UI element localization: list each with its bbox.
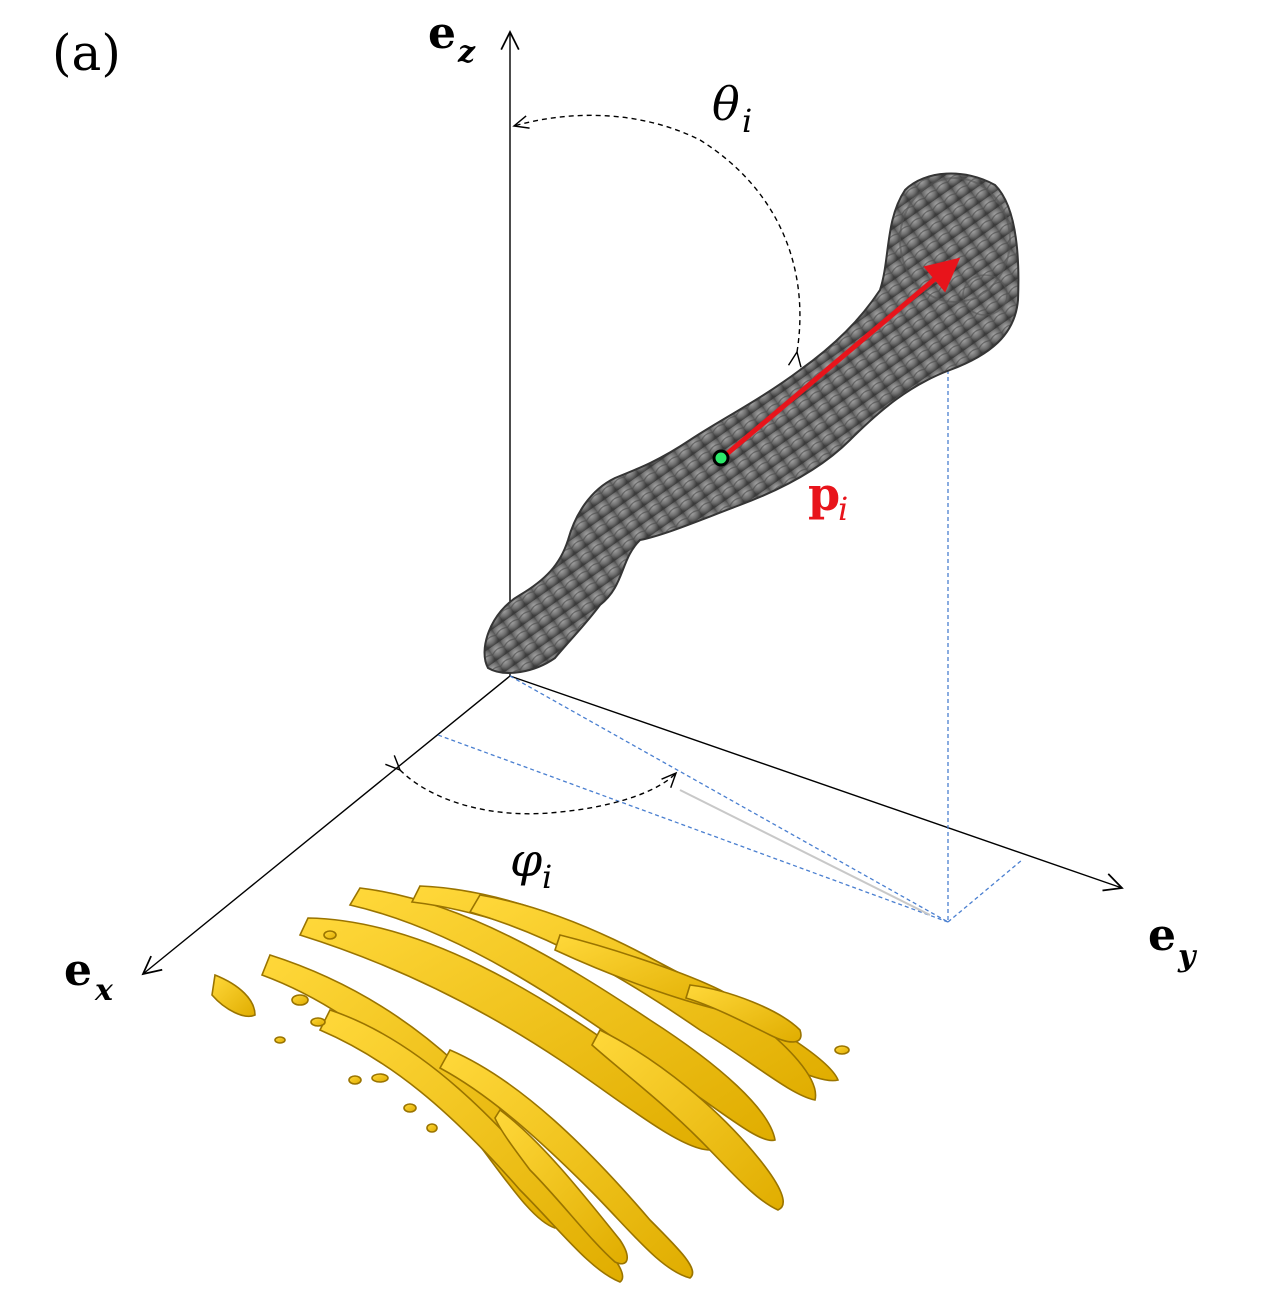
particle-shape bbox=[483, 172, 1020, 674]
streaks-cluster bbox=[211, 885, 850, 1283]
streak-fragment bbox=[371, 1073, 389, 1083]
orientation-vector bbox=[720, 257, 961, 460]
axes bbox=[141, 30, 1124, 976]
phi-label: φ i bbox=[510, 833, 552, 896]
streak bbox=[684, 984, 802, 1043]
phi-arc bbox=[385, 755, 678, 815]
streak bbox=[348, 887, 776, 1142]
streak-fragment bbox=[274, 1036, 286, 1044]
panel-label: (a) bbox=[52, 24, 121, 82]
particle-end-cap-inner bbox=[962, 274, 1008, 316]
streak bbox=[438, 1048, 694, 1279]
streak-fragment bbox=[323, 930, 337, 940]
theta-label-sub: i bbox=[742, 102, 752, 140]
streak bbox=[318, 1009, 624, 1283]
x-axis-label-sub: x bbox=[94, 973, 114, 1008]
phi-label-sub: i bbox=[542, 858, 552, 896]
y-axis-label: e y bbox=[1148, 910, 1198, 974]
center-point bbox=[712, 449, 730, 467]
z-axis-label-base: e bbox=[428, 8, 456, 59]
streak-fragment bbox=[291, 994, 309, 1006]
x-axis-label-base: e bbox=[64, 945, 92, 996]
theta-label-symbol: θ bbox=[712, 77, 740, 131]
streak bbox=[494, 1108, 628, 1265]
vector-label-base: p bbox=[808, 467, 840, 521]
streak-fragment bbox=[834, 1045, 850, 1055]
streak-fragment bbox=[426, 1123, 438, 1133]
streak bbox=[590, 1028, 784, 1211]
projection-lines bbox=[437, 335, 1023, 923]
parallel-y-projection bbox=[437, 734, 949, 923]
particle-body bbox=[483, 172, 1020, 674]
z-axis-label-sub: z bbox=[457, 35, 476, 70]
vector-label-sub: i bbox=[838, 490, 848, 528]
base-projection-line bbox=[509, 675, 949, 923]
x-axis-label: e x bbox=[64, 945, 114, 1008]
y-axis bbox=[509, 675, 1124, 892]
grey-guide-line bbox=[679, 789, 931, 916]
theta-label: θ i bbox=[712, 77, 752, 140]
streak-fragment bbox=[310, 1017, 326, 1027]
z-axis-label: e z bbox=[428, 8, 476, 70]
x-axis bbox=[141, 675, 511, 976]
vector-label: p i bbox=[808, 467, 848, 528]
y-axis-label-base: e bbox=[1148, 910, 1176, 961]
phi-label-symbol: φ bbox=[510, 833, 543, 887]
particle-end-cap bbox=[899, 177, 1011, 303]
parallel-x-projection bbox=[947, 859, 1023, 923]
y-axis-label-sub: y bbox=[1177, 939, 1198, 974]
streak-fragment bbox=[348, 1075, 362, 1085]
theta-arc bbox=[512, 114, 802, 368]
streak-fragment bbox=[403, 1103, 417, 1113]
streak bbox=[211, 973, 256, 1017]
